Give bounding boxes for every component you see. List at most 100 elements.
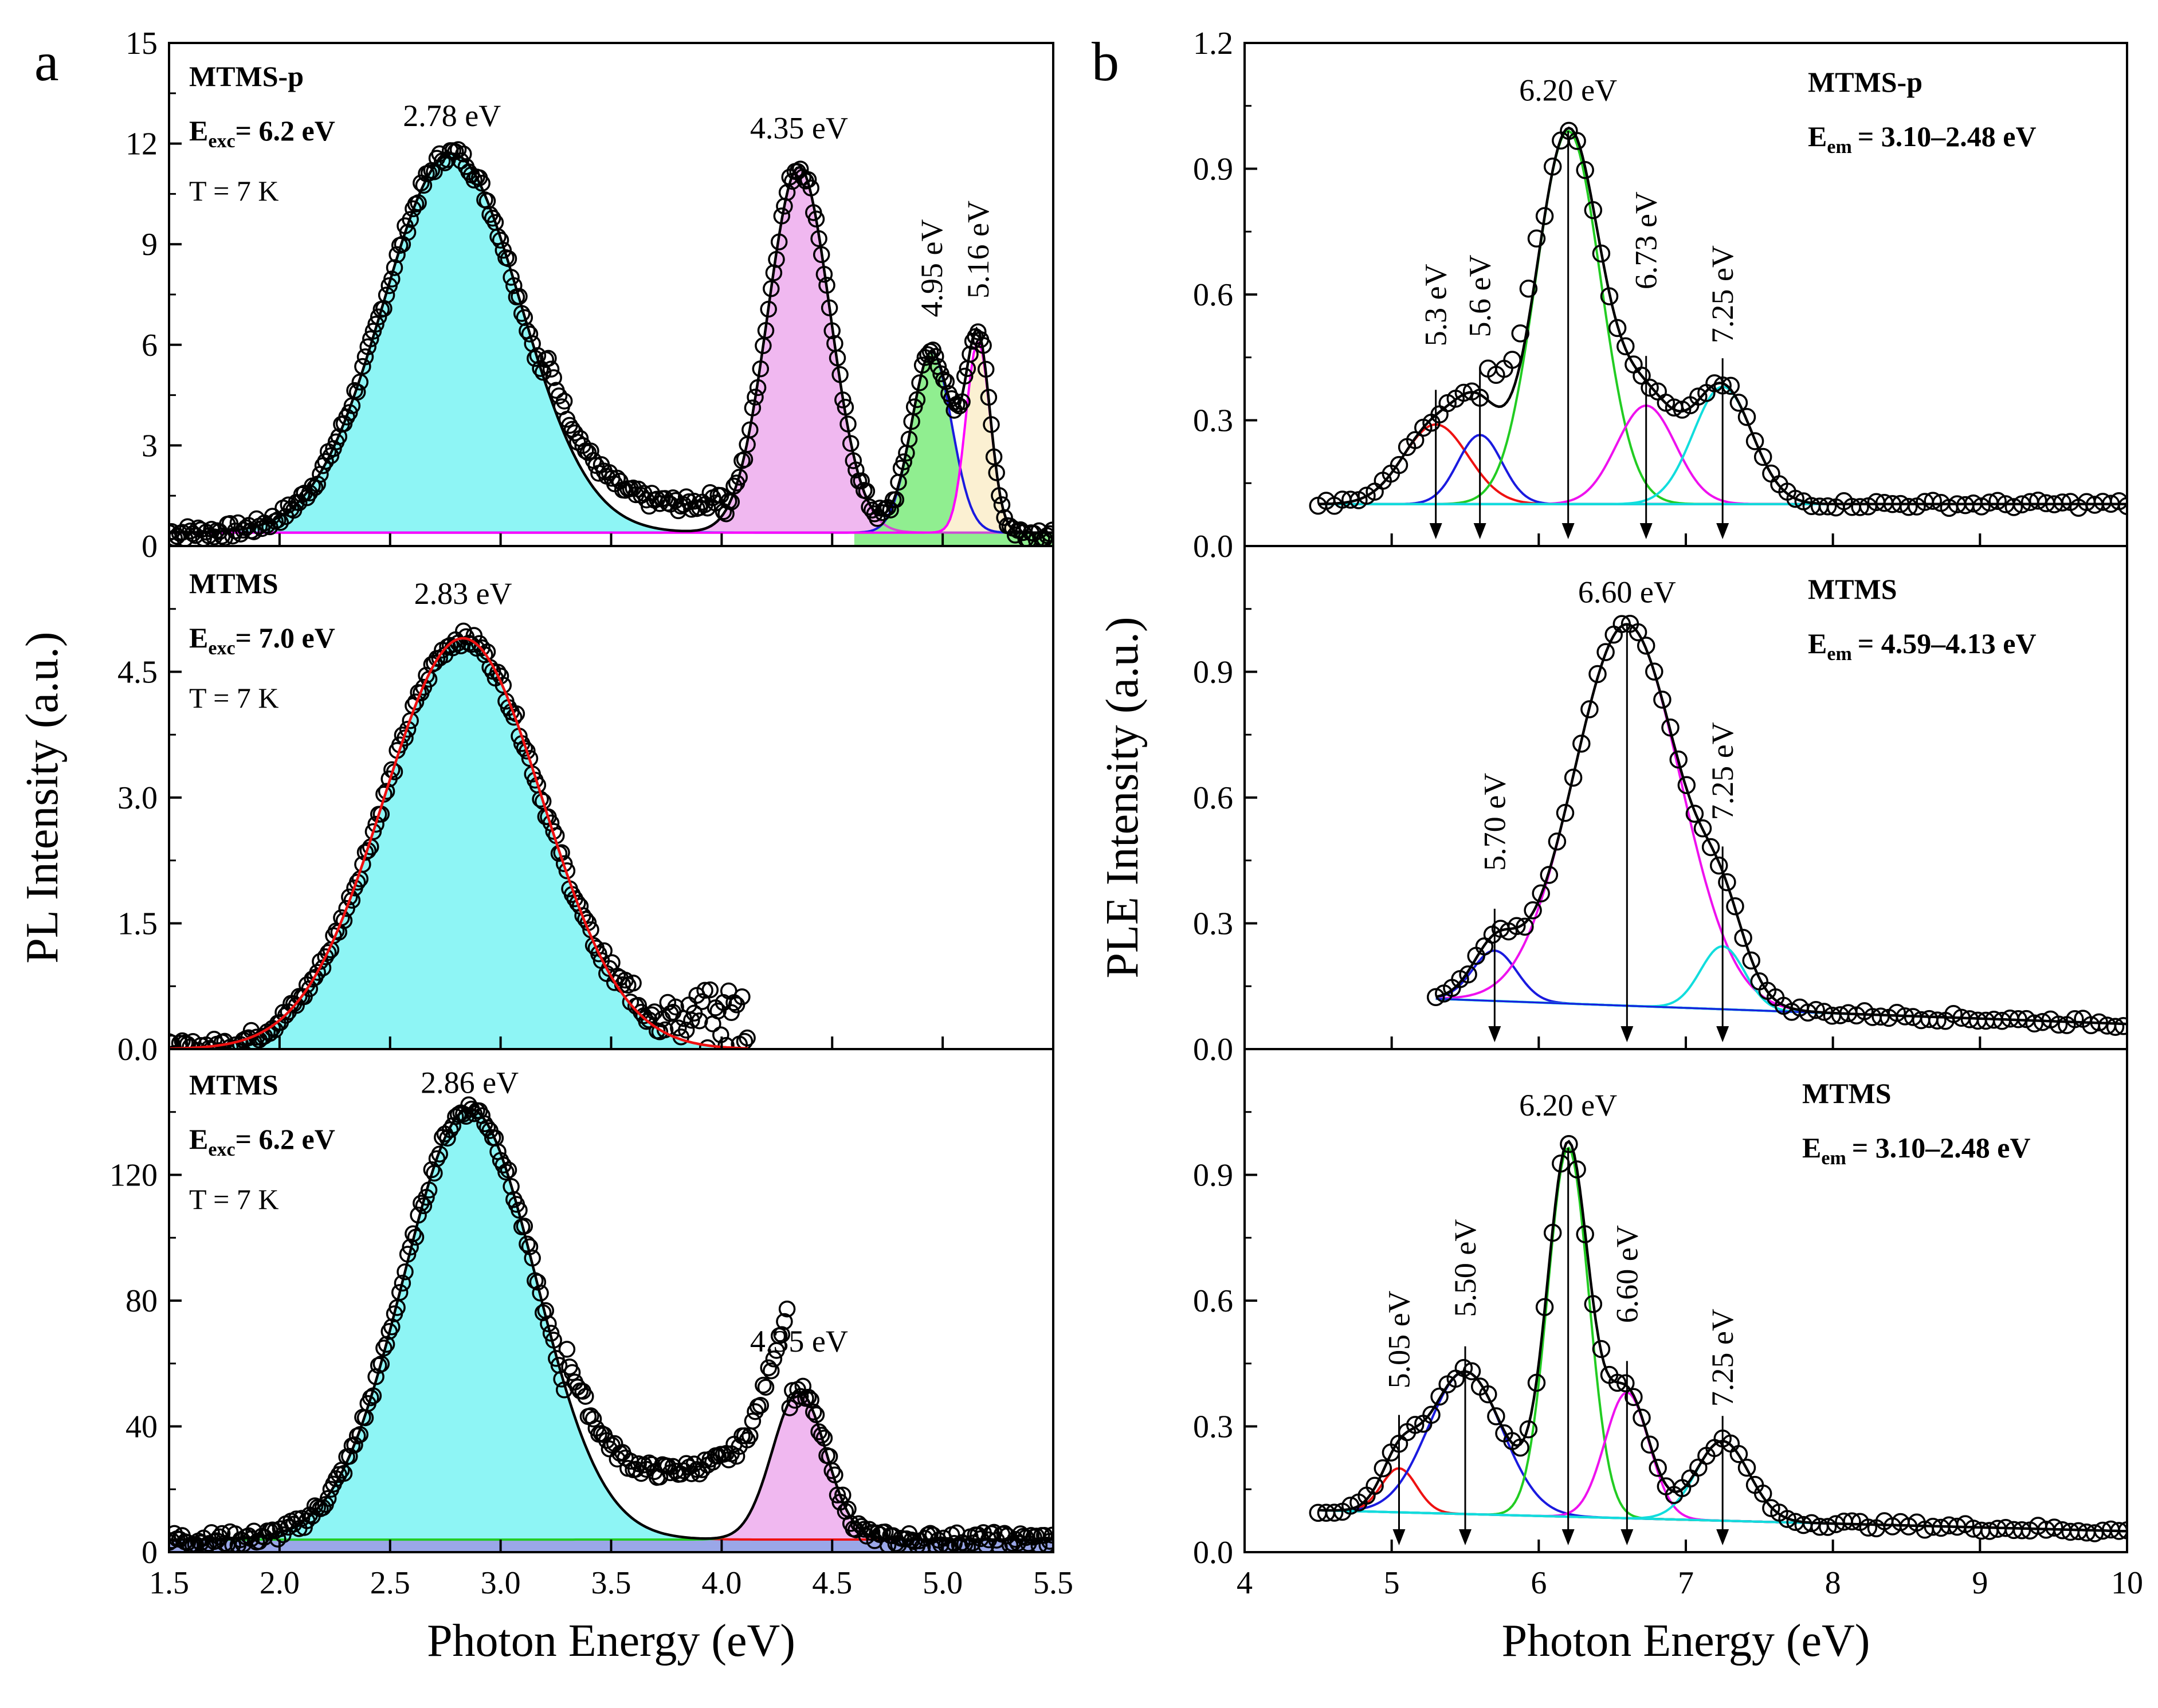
component-fill-0 — [204, 1109, 735, 1540]
data-point — [497, 1163, 515, 1181]
component-fill-0 — [178, 154, 727, 533]
peak-label: 5.16 eV — [961, 201, 995, 299]
x-tick-label: 5.0 — [923, 1565, 963, 1601]
data-point — [757, 1379, 775, 1396]
data-point — [211, 1042, 228, 1049]
peak-label: 5.6 eV — [1463, 254, 1497, 337]
data-point — [1406, 431, 1425, 449]
y-tick-label: 0.3 — [1193, 906, 1233, 942]
excitation-subscript: exc — [208, 131, 235, 152]
data-point — [1988, 492, 2007, 510]
data-point — [1616, 337, 1635, 356]
data-point — [670, 1019, 687, 1036]
data-point — [584, 1410, 602, 1428]
data-point — [484, 210, 501, 227]
data-point — [755, 1376, 772, 1394]
y-tick-label: 0.9 — [1193, 655, 1233, 690]
data-point — [1641, 378, 1659, 397]
data-point — [582, 442, 599, 460]
data-point — [1406, 1416, 1425, 1434]
y-tick-label: 15 — [125, 26, 158, 61]
data-point — [333, 909, 350, 926]
data-point — [1972, 497, 1991, 516]
sample-name: MTMS — [189, 1069, 278, 1101]
y-tick-label: 0.6 — [1193, 1283, 1233, 1319]
y-tick-label: 0.6 — [1193, 277, 1233, 313]
data-point — [1519, 279, 1538, 298]
data-point — [1596, 643, 1615, 661]
data-point — [701, 981, 719, 999]
data-point — [1753, 447, 1772, 466]
x-axis-title: Photon Energy (eV) — [1502, 1616, 1870, 1666]
peak-marker-arrow — [1639, 523, 1653, 539]
data-point — [1487, 1407, 1505, 1426]
data-point — [1843, 1512, 1861, 1530]
component-fill-1 — [693, 1392, 905, 1540]
data-point — [226, 1525, 244, 1542]
x-tick-label: 7 — [1678, 1565, 1694, 1601]
excitation-energy: Eexc= 7.0 eV — [189, 622, 335, 659]
data-point — [1900, 497, 1918, 516]
data-point — [521, 325, 539, 343]
plot-area — [169, 622, 756, 1049]
data-point — [1786, 489, 1804, 508]
data-point — [397, 1263, 414, 1281]
data-point — [386, 259, 403, 276]
peak-label: 7.25 eV — [1705, 722, 1740, 820]
y-tick-label: 1.5 — [117, 906, 158, 942]
component-curve-1 — [1435, 623, 2127, 1026]
data-point — [378, 1336, 395, 1353]
plot-area — [1309, 1135, 2127, 1542]
data-point — [2066, 1010, 2084, 1028]
excitation-energy: Eexc= 6.2 eV — [189, 115, 335, 152]
data-point — [240, 1029, 257, 1046]
data-point — [172, 1047, 182, 1049]
plot-area — [169, 141, 1053, 546]
sample-name: MTMS — [1808, 573, 1897, 605]
data-point — [1685, 804, 1704, 823]
data-point — [1689, 387, 1708, 406]
data-point — [2004, 498, 2023, 516]
data-point — [1888, 1003, 1906, 1022]
data-point — [402, 211, 419, 228]
data-point — [492, 231, 509, 249]
x-tick-label: 5 — [1384, 1565, 1400, 1601]
data-point — [1742, 951, 1760, 970]
data-point — [1729, 394, 1748, 412]
data-point — [643, 1006, 661, 1024]
subplot-a2: 0.0 1.5 3.0 4.5 2.83 eV MTMS Eexc= 7.0 eV T = 7… — [117, 545, 1054, 1067]
data-point — [558, 862, 576, 879]
sample-name: MTMS-p — [1808, 66, 1922, 98]
peak-label: 5.3 eV — [1419, 264, 1453, 346]
y-tick-label: 3 — [142, 428, 158, 464]
data-point — [641, 1454, 658, 1471]
component-fill-3 — [929, 341, 1027, 533]
data-point — [1718, 873, 1736, 892]
data-point — [2053, 493, 2071, 512]
data-point — [1524, 901, 1542, 920]
data-point — [728, 1447, 746, 1465]
subplot-a3: 0 40 80 120 1.5 2.0 2.5 3.0 3.5 4.0 4.5 5.0 5.5 2.86 … — [109, 1048, 1073, 1601]
y-tick-label: 0.9 — [1193, 1158, 1233, 1193]
plot-area — [1426, 614, 2127, 1036]
data-point — [765, 1350, 783, 1368]
x-tick-label: 6 — [1531, 1565, 1547, 1601]
peak-marker-arrow — [1621, 1026, 1634, 1042]
subplot-a1: 0 3 6 9 12 15 2.78 eV 4.35 eV 4.95 eV 5.16 eV MTMS… — [125, 26, 1054, 564]
data-point — [1548, 832, 1567, 851]
data-point — [778, 1300, 796, 1318]
excitation-symbol: E — [189, 115, 208, 147]
data-point — [1709, 856, 1728, 875]
data-point — [505, 709, 523, 726]
peak-marker-arrow — [1429, 523, 1442, 539]
data-point — [683, 1011, 700, 1029]
data-point — [473, 639, 491, 657]
data-point — [348, 873, 366, 891]
data-point — [1030, 1537, 1048, 1552]
emission-energy: Eem = 3.10–2.48 eV — [1808, 120, 2037, 158]
data-point — [346, 1436, 363, 1454]
data-point — [776, 1313, 793, 1330]
data-point — [736, 1427, 754, 1444]
data-point — [176, 1034, 194, 1049]
